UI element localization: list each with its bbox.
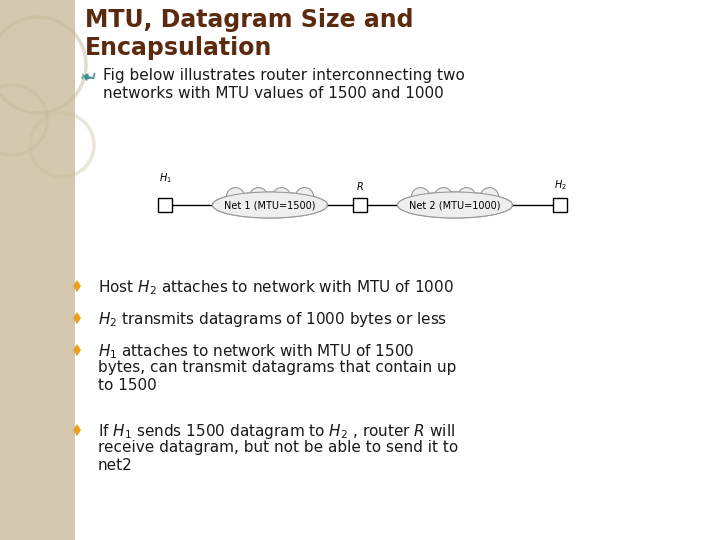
Text: Fig below illustrates router interconnecting two: Fig below illustrates router interconnec… [103, 68, 465, 83]
Text: $H_2$: $H_2$ [554, 178, 567, 192]
Text: $H_1$ attaches to network with MTU of 1500: $H_1$ attaches to network with MTU of 15… [98, 342, 414, 361]
Text: bytes, can transmit datagrams that contain up: bytes, can transmit datagrams that conta… [98, 360, 456, 375]
FancyBboxPatch shape [0, 0, 75, 540]
Circle shape [434, 187, 453, 206]
FancyBboxPatch shape [353, 198, 367, 212]
Circle shape [457, 187, 476, 206]
FancyBboxPatch shape [158, 198, 172, 212]
Text: Encapsulation: Encapsulation [85, 36, 272, 60]
Text: If $H_1$ sends 1500 datagram to $H_2$ , router $R$ will: If $H_1$ sends 1500 datagram to $H_2$ , … [98, 422, 455, 441]
Text: to 1500: to 1500 [98, 378, 157, 393]
Ellipse shape [212, 192, 328, 218]
Text: $H_1$: $H_1$ [158, 171, 171, 185]
Text: ↵: ↵ [80, 68, 98, 89]
Text: MTU, Datagram Size and: MTU, Datagram Size and [85, 8, 413, 32]
Circle shape [411, 187, 430, 206]
Ellipse shape [397, 192, 513, 218]
Circle shape [249, 187, 268, 206]
Text: networks with MTU values of 1500 and 1000: networks with MTU values of 1500 and 100… [103, 86, 444, 101]
Text: $H_2$ transmits datagrams of 1000 bytes or less: $H_2$ transmits datagrams of 1000 bytes … [98, 310, 447, 329]
Text: Net 2 (MTU=1000): Net 2 (MTU=1000) [409, 201, 500, 211]
Text: Net 1 (MTU=1500): Net 1 (MTU=1500) [224, 201, 316, 211]
FancyBboxPatch shape [553, 198, 567, 212]
Circle shape [272, 187, 291, 206]
Text: $R$: $R$ [356, 180, 364, 192]
Text: receive datagram, but not be able to send it to: receive datagram, but not be able to sen… [98, 440, 458, 455]
Circle shape [480, 187, 498, 206]
Text: ❧: ❧ [80, 70, 93, 85]
Ellipse shape [212, 192, 328, 218]
Text: net2: net2 [98, 458, 132, 473]
Circle shape [226, 187, 245, 206]
Ellipse shape [397, 192, 513, 218]
Text: Host $H_2$ attaches to network with MTU of 1000: Host $H_2$ attaches to network with MTU … [98, 278, 454, 296]
Circle shape [295, 187, 314, 206]
